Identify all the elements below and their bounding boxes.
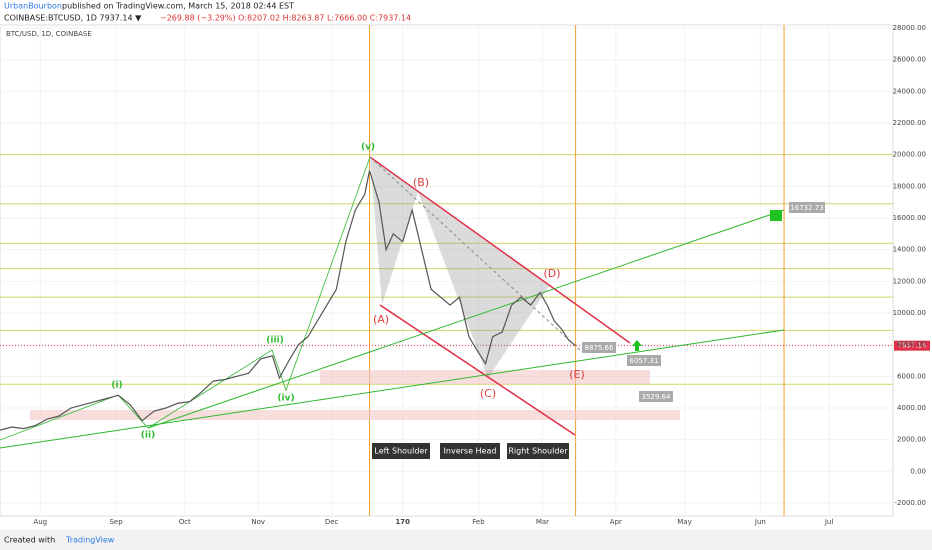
x-tick-label: Feb — [472, 518, 485, 526]
wave-label: (ii) — [141, 431, 155, 441]
y-tick-label: 4000.00 — [897, 404, 926, 412]
y-tick-label: 0.00 — [910, 467, 926, 475]
pattern-label: Inverse Head — [444, 447, 497, 456]
footer-brand[interactable]: TradingView — [65, 536, 115, 545]
x-tick-label: Aug — [33, 518, 47, 526]
footer — [0, 530, 932, 550]
y-tick-label: 24000.00 — [893, 87, 926, 95]
wave-line — [0, 156, 371, 441]
y-tick-label: 10000.00 — [893, 309, 926, 317]
pattern-label: Left Shoulder — [374, 447, 428, 456]
y-tick-label: 8000.00 — [897, 341, 926, 349]
wave-label: (D) — [543, 267, 560, 280]
wave-label: (iv) — [277, 394, 294, 404]
x-tick-label: Mar — [536, 518, 549, 526]
label-box — [440, 443, 500, 459]
symbol-info: COINBASE:BTCUSD, 1D 7937.14 ▼ — [4, 14, 142, 23]
y-tick-label: 20000.00 — [893, 151, 926, 159]
x-tick-label: 170 — [395, 518, 410, 526]
x-tick-label: Apr — [610, 518, 622, 526]
x-tick-label: Oct — [179, 518, 191, 526]
arrow-up — [632, 340, 642, 351]
wave-label: (B) — [413, 176, 429, 189]
x-tick-label: Dec — [325, 518, 339, 526]
pattern-shade — [370, 157, 418, 305]
price-note: 8875.66 — [585, 344, 614, 352]
label-box — [507, 443, 569, 459]
wave-label: (iii) — [266, 336, 283, 346]
label-box — [372, 443, 430, 459]
trend-line — [379, 304, 576, 436]
y-tick-label: 22000.00 — [893, 119, 926, 127]
pattern-shade — [418, 192, 550, 378]
legend-symbol: BTC/USD, 1D, COINBASE — [6, 30, 92, 38]
trend-line — [147, 209, 785, 429]
y-tick-label: 6000.00 — [897, 372, 926, 380]
price-box — [627, 355, 661, 366]
x-tick-label: Sep — [109, 518, 123, 526]
y-tick-label: 14000.00 — [893, 246, 926, 254]
last-price-tag — [894, 340, 930, 351]
quote-info: −269.88 (−3.29%) O:8207.02 H:8263.87 L:7… — [160, 14, 411, 23]
price-box — [639, 391, 673, 402]
wave-label: (A) — [373, 313, 389, 326]
plot-area — [0, 24, 894, 517]
price-note: 3529.64 — [642, 393, 671, 401]
wave-label: (C) — [480, 387, 496, 400]
price-note: 16732.73 — [790, 204, 823, 212]
y-tick-label: 2000.00 — [897, 436, 926, 444]
support-zone — [320, 370, 650, 384]
trend-line — [0, 329, 785, 449]
trend-line — [369, 156, 631, 344]
price-line — [0, 170, 576, 431]
x-tick-label: May — [677, 518, 691, 526]
y-tick-label: 26000.00 — [893, 56, 926, 64]
x-tick-label: Jul — [824, 518, 834, 526]
x-tick-label: Jun — [754, 518, 766, 526]
pattern-label: Right Shoulder — [508, 447, 568, 456]
price-note: 6057.31 — [630, 357, 659, 365]
x-tick-label: Nov — [251, 518, 265, 526]
price-box — [789, 202, 825, 213]
flag-icon — [770, 210, 782, 221]
last-price-label: 7937.14 — [898, 342, 927, 350]
y-tick-label: 16000.00 — [893, 214, 926, 222]
y-tick-label: 12000.00 — [893, 277, 926, 285]
y-tick-label: 18000.00 — [893, 182, 926, 190]
y-tick-label: 28000.00 — [893, 24, 926, 32]
price-box — [582, 342, 616, 353]
footer-text: Created with — [4, 536, 55, 545]
publish-info: published on TradingView.com, March 15, … — [62, 2, 294, 11]
wave-label: (E) — [569, 368, 585, 381]
support-zone — [30, 410, 680, 420]
wave-label: (i) — [111, 381, 122, 391]
author[interactable]: UrbanBourbon — [4, 2, 62, 11]
y-tick-label: -2000.00 — [895, 499, 926, 507]
wave-label: (v) — [361, 143, 375, 153]
